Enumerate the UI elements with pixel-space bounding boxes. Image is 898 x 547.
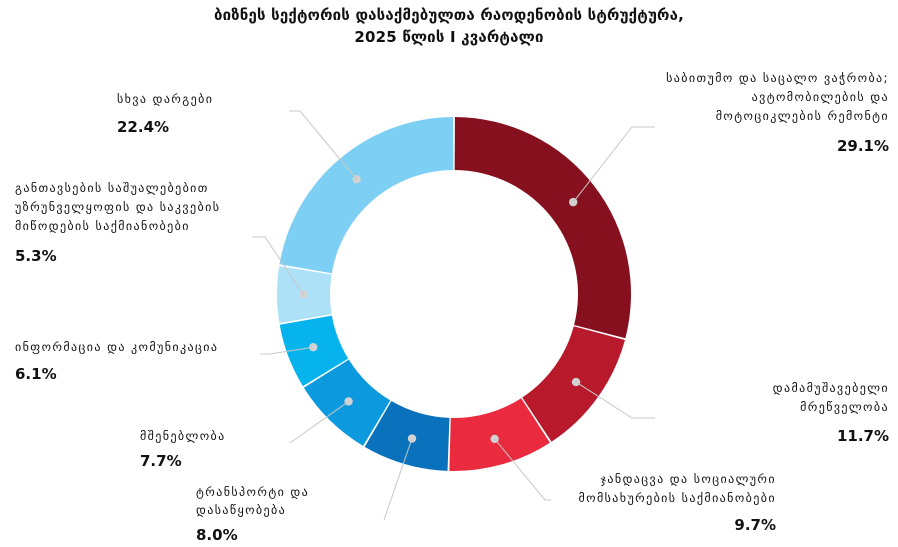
- slice-labels: საბითუმო და საცალო ვაჭრობა; ავტომობილების…: [15, 71, 889, 544]
- leader-lines: [252, 110, 655, 521]
- leader-line-6: [260, 346, 314, 355]
- leader-line-4: [383, 438, 413, 521]
- slice-value-label-3: 9.7%: [734, 516, 776, 534]
- slice-label-4-line-2: დასაწყობება: [196, 503, 286, 517]
- slice-label-1-line-3: მოტოციკლების რემონტი: [716, 109, 889, 123]
- slice-label-7-line-3: მიწოდების საქმიანობები: [15, 219, 190, 233]
- slice-label-3-line-1: ჯანდაცვა და სოციალური: [601, 472, 776, 486]
- donut-slices: [277, 117, 631, 472]
- donut-slice-1: [454, 117, 631, 339]
- leader-line-3: [494, 438, 551, 501]
- slice-label-3-line-2: მომსახურების საქმიანობები: [578, 491, 776, 505]
- slice-value-label-8: 22.4%: [117, 118, 169, 136]
- slice-label-2-line-1: დამამუშავებელი: [773, 381, 889, 395]
- chart-title-line-2: 2025 წლის I კვარტალი: [354, 28, 544, 46]
- leader-line-2: [575, 381, 655, 419]
- slice-value-label-2: 11.7%: [837, 427, 889, 445]
- donut-slice-4: [364, 401, 450, 471]
- slice-label-5-line-1: მშენებლობა: [140, 429, 226, 443]
- slice-value-label-7: 5.3%: [15, 247, 57, 265]
- slice-value-label-4: 8.0%: [196, 526, 238, 544]
- slice-label-1-line-1: საბითუმო და საცალო ვაჭრობა;: [666, 71, 889, 85]
- slice-label-4-line-1: ტრანსპორტი და: [196, 485, 309, 499]
- slice-label-2-line-2: მრეწველობა: [800, 400, 889, 414]
- slice-marker-dot-5: [344, 397, 353, 406]
- leader-line-7: [252, 236, 304, 295]
- chart-title-line-1: ბიზნეს სექტორის დასაქმებულთა რაოდენობის …: [213, 6, 684, 24]
- slice-label-6-line-1: ინფორმაცია და კომუნიკაცია: [15, 340, 218, 354]
- slice-label-8-line-1: სხვა დარგები: [117, 92, 213, 106]
- leader-line-1: [572, 126, 655, 203]
- slice-label-7-line-2: უზრუნველყოფის და საკვების: [15, 200, 220, 214]
- slice-value-label-5: 7.7%: [140, 452, 182, 470]
- chart-title: ბიზნეს სექტორის დასაქმებულთა რაოდენობის …: [0, 4, 898, 48]
- donut-slice-8: [279, 117, 454, 274]
- slice-label-1-line-2: ავტომობილების და: [752, 90, 889, 104]
- slice-value-label-6: 6.1%: [15, 365, 57, 383]
- slice-label-7-line-1: განთავსების საშუალებებით: [15, 181, 209, 195]
- slice-marker-dot-4: [407, 434, 417, 443]
- leader-line-8: [289, 110, 358, 180]
- donut-slice-3: [449, 398, 550, 472]
- leader-line-5: [289, 401, 349, 444]
- slice-value-label-1: 29.1%: [837, 137, 889, 155]
